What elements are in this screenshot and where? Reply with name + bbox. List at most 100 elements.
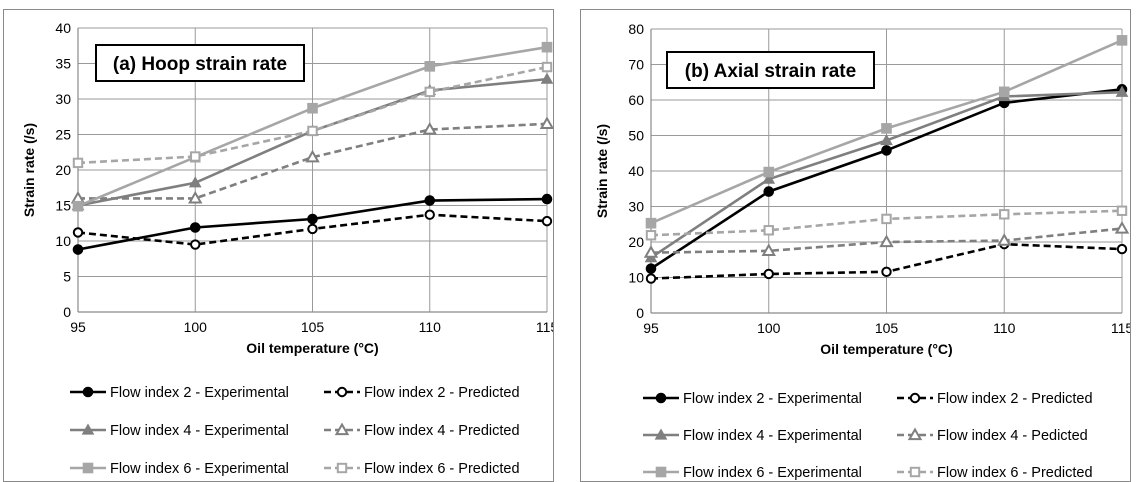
y-tick-label: 70: [628, 57, 644, 73]
data-point: [541, 61, 553, 73]
series-5: [645, 35, 1128, 229]
y-axis-title: Strain rate (/s): [594, 124, 610, 218]
legend-label: Flow index 2 - Experimental: [683, 391, 862, 407]
legend-label: Flow index 6 - Experimental: [110, 461, 289, 477]
data-point: [72, 244, 84, 255]
data-point: [1114, 220, 1130, 234]
chart-panel-axial: 0 10 20 30 40 50 60 70 80 95 100 105 110 115 (b) Axial…: [580, 9, 1131, 482]
y-tick-label: 20: [55, 162, 71, 178]
legend-label: Flow index 2 - Experimental: [110, 385, 289, 401]
legend-marker: [909, 466, 921, 478]
legend-item: Flow index 6 - Predicted: [897, 465, 1093, 481]
y-tick-label: 0: [63, 304, 71, 320]
data-point: [541, 215, 553, 227]
data-point: [305, 149, 320, 163]
series-6: [645, 205, 1128, 241]
legend-marker: [655, 392, 667, 404]
chart-title-box: [666, 51, 875, 89]
data-point: [72, 227, 84, 238]
series-line: [78, 122, 548, 200]
legend-item: Flow index 6 - Experimental: [70, 461, 289, 477]
data-point: [307, 125, 318, 137]
legend-marker: [654, 428, 668, 440]
legend: Flow index 2 - Experimental Flow index 2 …: [70, 385, 520, 477]
legend-marker: [334, 422, 350, 436]
legend-marker: [336, 386, 348, 398]
data-point: [763, 166, 775, 178]
data-point: [879, 234, 894, 248]
data-point: [881, 266, 892, 278]
x-tick-label: 115: [536, 319, 553, 335]
data-point: [307, 223, 318, 235]
data-point: [998, 86, 1010, 98]
data-point: [643, 245, 659, 258]
series-4: [70, 116, 553, 204]
legend: Flow index 2 - Experimental Flow index 2 …: [643, 391, 1093, 481]
data-point: [424, 209, 435, 220]
y-tick-label: 10: [55, 233, 71, 249]
data-point: [645, 230, 657, 241]
legend-item: Flow index 4 - Experimental: [70, 423, 289, 439]
y-tick-label: 40: [55, 20, 71, 36]
data-point: [763, 186, 775, 197]
data-point: [1116, 243, 1128, 255]
legend-marker: [82, 462, 94, 474]
legend-marker: [81, 423, 95, 435]
x-tick-label: 100: [184, 319, 208, 335]
data-point: [540, 72, 553, 84]
data-point: [762, 172, 776, 184]
x-axis-title: Oil temperature (°C): [820, 341, 952, 357]
legend-item: Flow index 4 - Pedicted: [897, 427, 1088, 444]
data-point: [880, 133, 893, 146]
x-tick-label: 105: [875, 320, 899, 336]
data-point: [72, 157, 84, 169]
data-point: [72, 200, 84, 212]
data-point: [541, 193, 553, 205]
chart-title-box: [95, 44, 305, 82]
data-point: [763, 225, 774, 236]
data-point: [539, 116, 553, 129]
y-tick-label: 5: [63, 269, 71, 285]
data-point: [424, 61, 436, 72]
data-point: [424, 195, 436, 206]
legend-label: Flow index 2 - Predicted: [937, 391, 1093, 407]
data-point: [188, 190, 203, 204]
axial-strain-chart: 0 10 20 30 40 50 60 70 80 95 100 105 110 115 (b) Axial…: [594, 21, 1130, 481]
legend-label: Flow index 2 - Predicted: [364, 385, 520, 401]
legend-label: Flow index 6 - Predicted: [364, 461, 520, 477]
data-point: [645, 263, 657, 274]
y-tick-label: 10: [628, 270, 644, 286]
y-tick-label: 80: [628, 21, 644, 37]
data-point: [422, 122, 437, 135]
data-point: [761, 243, 776, 256]
data-point: [1116, 35, 1128, 46]
data-point: [189, 222, 201, 233]
series-4: [643, 220, 1130, 258]
x-tick-label: 100: [757, 320, 781, 336]
legend-item: Flow index 6 - Predicted: [324, 461, 520, 477]
data-point: [424, 86, 435, 98]
legend-marker: [82, 386, 94, 398]
data-point: [1116, 205, 1128, 216]
legend-item: Flow index 2 - Experimental: [70, 385, 289, 401]
series-3: [644, 85, 1129, 263]
series-1: [72, 193, 553, 255]
y-tick-label: 30: [628, 199, 644, 215]
x-tick-label: 110: [419, 319, 442, 335]
y-axis-title: Strain rate (/s): [21, 123, 37, 217]
y-tick-label: 15: [55, 198, 71, 214]
legend-item: Flow index 6 - Experimental: [643, 465, 862, 481]
x-tick-label: 110: [993, 320, 1016, 336]
legend-item: Flow index 4 - Predicted: [324, 422, 520, 439]
data-point: [881, 123, 892, 134]
series-6: [72, 61, 553, 169]
y-tick-label: 60: [628, 92, 644, 108]
y-tick-label: 30: [55, 91, 71, 107]
legend-label: Flow index 4 - Experimental: [683, 428, 862, 444]
legend-item: Flow index 2 - Predicted: [324, 385, 520, 401]
y-tick-label: 0: [636, 305, 644, 321]
legend-marker: [336, 462, 348, 474]
y-tick-label: 20: [628, 234, 644, 250]
legend-label: Flow index 4 - Experimental: [110, 423, 289, 439]
x-tick-label: 95: [643, 320, 659, 336]
